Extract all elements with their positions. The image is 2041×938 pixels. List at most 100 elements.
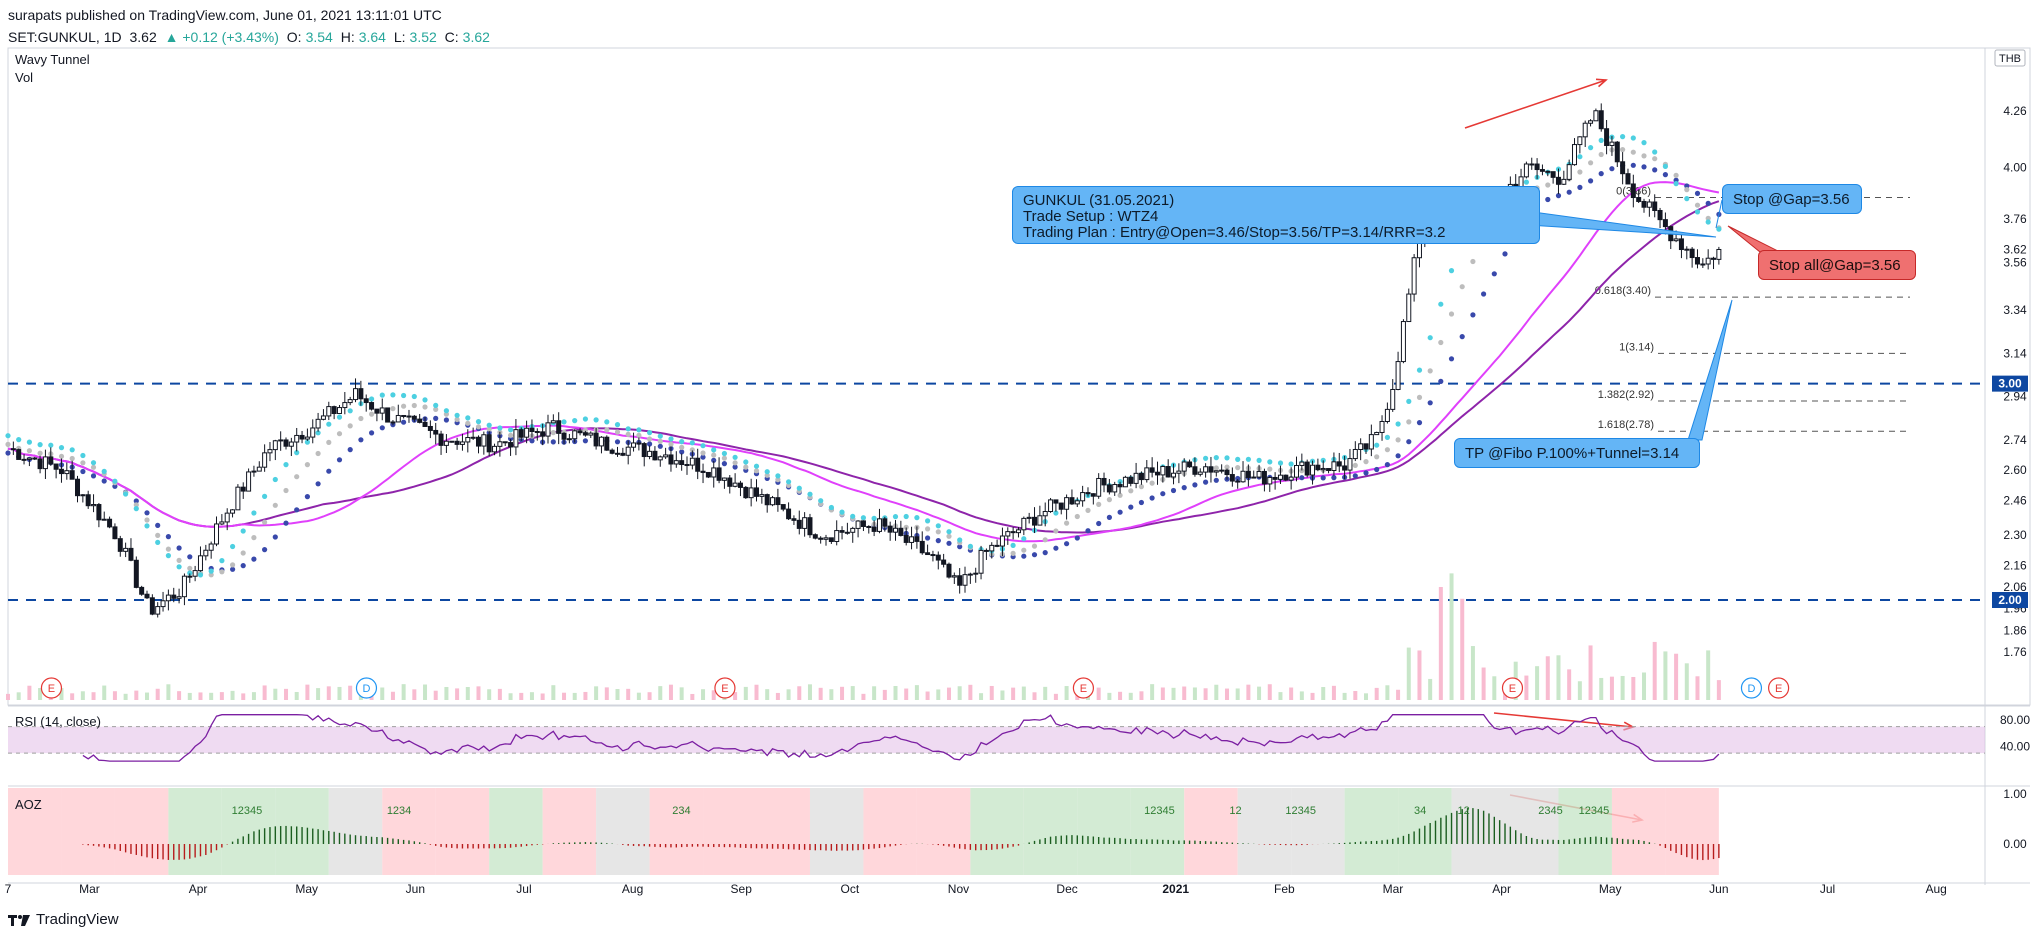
stop-gap-callout[interactable]: Stop @Gap=3.56 <box>1722 184 1862 214</box>
volume-bar <box>1684 663 1689 700</box>
tunnel-fast-dot <box>283 462 289 468</box>
candle-body <box>1411 257 1417 295</box>
tunnel-slow-dot <box>1106 514 1112 521</box>
tunnel-slow-dot <box>1352 473 1358 479</box>
volume-bar <box>893 686 898 700</box>
tunnel-fast-dot <box>914 515 920 521</box>
candle-body <box>1662 219 1668 228</box>
trade-setup-callout[interactable]: GUNKUL (31.05.2021) Trade Setup : WTZ4 T… <box>1012 186 1540 244</box>
tunnel-fast-dot <box>775 473 781 479</box>
footer-brand[interactable]: TradingView <box>36 911 119 928</box>
fib-level-label: 1(3.14) <box>1619 341 1654 353</box>
volume-bar <box>1428 678 1433 700</box>
tunnel-mid-dot <box>5 441 11 447</box>
price-tick-label: 3.14 <box>2003 346 2027 360</box>
tunnel-fast-dot <box>272 476 278 483</box>
volume-bar <box>1406 647 1411 700</box>
candle-body <box>96 504 102 521</box>
tunnel-fast-dot <box>604 419 610 425</box>
tunnel-fast-dot <box>197 572 204 578</box>
tunnel-slow-dot <box>1416 420 1423 426</box>
price-tick-label: 4.26 <box>2003 104 2027 118</box>
volume-bar <box>1577 681 1582 700</box>
tunnel-mid-dot <box>1224 464 1230 470</box>
volume-bar <box>636 692 641 700</box>
tunnel-slow-dot <box>1448 356 1455 362</box>
aoz-zone-bg <box>649 788 704 875</box>
candle-body <box>379 407 385 414</box>
candle-body <box>1678 238 1684 251</box>
tunnel-fast-dot <box>165 553 171 559</box>
candle-body <box>224 512 230 523</box>
event-marker <box>1501 677 1524 699</box>
candle-body <box>871 526 877 532</box>
aoz-zone-bg <box>382 788 436 875</box>
candle-body <box>1176 470 1182 474</box>
high-value: 3.64 <box>358 29 386 45</box>
candle-body <box>866 525 872 528</box>
candle-body <box>561 432 567 440</box>
aoz-zone-bg <box>703 788 757 875</box>
candle-body <box>1160 466 1166 476</box>
aoz-zone-bg <box>1558 788 1612 875</box>
tunnel-mid-dot <box>401 403 407 409</box>
candle-body <box>1229 474 1235 482</box>
indicator-legend-aoz[interactable]: AOZ <box>15 797 42 812</box>
candle-body <box>470 436 476 439</box>
tunnel-mid-dot <box>176 557 182 564</box>
volume-bar <box>1021 686 1026 700</box>
aoz-zone-bg <box>1077 788 1131 875</box>
tunnel-fast-dot <box>80 452 86 459</box>
tunnel-slow-dot <box>1149 495 1155 501</box>
candle-body <box>743 486 749 499</box>
tunnel-fast-dot <box>401 392 407 399</box>
candle-body <box>1005 531 1011 537</box>
rsi-line <box>82 714 1720 762</box>
take-profit-callout[interactable]: TP @Fibo P.100%+Tunnel=3.14 <box>1454 438 1700 468</box>
candle-body <box>1171 472 1177 478</box>
stop-all-callout[interactable]: Stop all@Gap=3.56 <box>1758 250 1916 280</box>
indicator-legend-vol[interactable]: Vol <box>15 70 34 85</box>
tunnel-mid-dot <box>240 550 246 556</box>
indicator-legend-rsi[interactable]: RSI (14, close) <box>15 714 101 729</box>
candle-body <box>267 449 273 454</box>
indicator-legend-tunnel[interactable]: Wavy Tunnel <box>15 52 90 67</box>
candle-body <box>1069 497 1075 505</box>
tunnel-fast-dot <box>1117 479 1123 485</box>
candle-body <box>465 437 471 443</box>
candle-body <box>695 457 701 472</box>
tunnel-fast-dot <box>561 419 567 425</box>
candle-body <box>53 463 59 470</box>
volume-bar <box>380 687 385 700</box>
candle-body <box>133 559 139 588</box>
tunnel-fast-dot <box>1224 455 1230 461</box>
tunnel-slow-dot <box>90 473 97 479</box>
volume-bar <box>829 689 834 700</box>
aoz-zone-label: 12345 <box>232 805 263 817</box>
tunnel-fast-dot <box>1523 179 1529 185</box>
tunnel-fast-dot <box>614 422 621 428</box>
volume-bar <box>1214 684 1219 700</box>
symbol[interactable]: SET:GUNKUL, 1D <box>8 29 122 45</box>
main-pane-frame <box>7 47 2031 706</box>
candle-body <box>566 438 572 441</box>
tunnel-fast-dot <box>230 543 236 550</box>
volume-bar <box>583 691 588 700</box>
volume-bar <box>572 692 577 700</box>
candle-body <box>1400 321 1406 363</box>
setup-line-2: Trade Setup : WTZ4 <box>1023 208 1159 225</box>
tunnel-slow-dot <box>315 481 321 487</box>
tunnel-slow-dot <box>1160 491 1166 497</box>
volume-bar <box>1011 687 1016 700</box>
tunnel-mid-dot <box>37 450 43 456</box>
tunnel-mid-dot <box>1598 151 1604 158</box>
volume-bar <box>925 691 930 700</box>
tunnel-slow-dot <box>369 430 375 436</box>
volume-bar <box>1150 684 1155 700</box>
level-price-tag <box>1992 592 2028 608</box>
aoz-zone-label: 2345 <box>1538 805 1562 817</box>
tunnel-mid-dot <box>1213 465 1219 471</box>
volume-bar <box>1310 692 1315 700</box>
candle-body <box>1154 471 1160 476</box>
